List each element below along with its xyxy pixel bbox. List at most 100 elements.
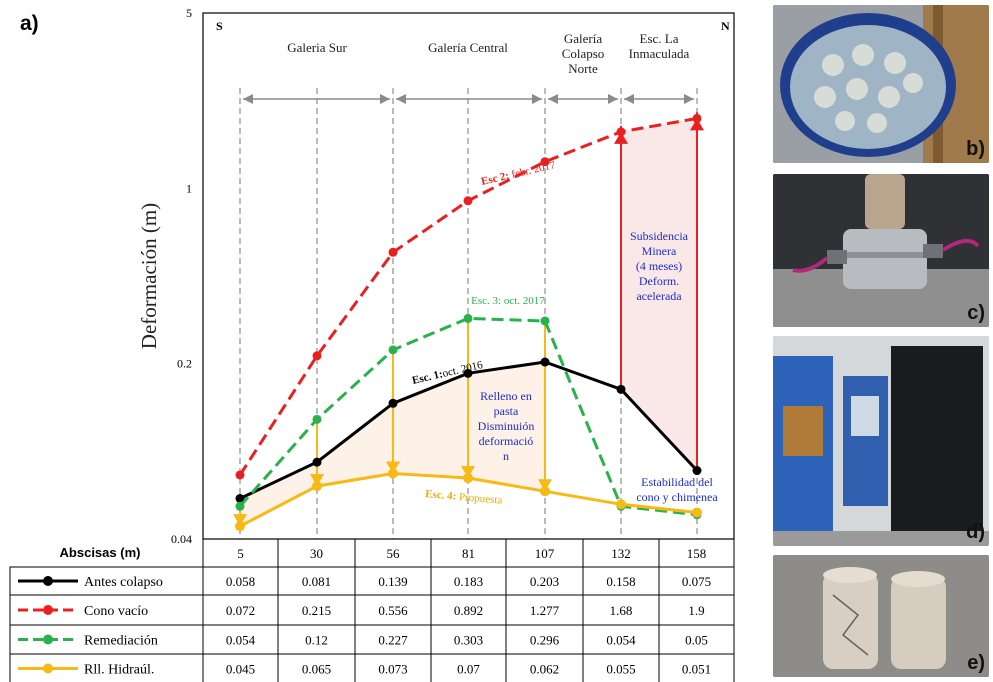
arrowhead-left (243, 94, 253, 104)
legend-label: Cono vacío (84, 604, 148, 619)
series-point (235, 470, 245, 480)
arrowhead-right (380, 94, 390, 104)
x-tick-label: 56 (387, 546, 401, 561)
relleno-arrow-head (310, 474, 324, 487)
y-tick-label: 0.2 (177, 357, 192, 371)
series-point (312, 457, 322, 467)
annotation-estabilidad: cono y chimenea (636, 490, 718, 504)
series-point (540, 157, 550, 167)
relleno-arrow-head (233, 514, 247, 527)
annotation-relleno: Relleno en (480, 389, 532, 403)
testing-machine-photo: d) (773, 336, 989, 546)
series-point (312, 414, 322, 424)
data-value-label: 0.07 (457, 662, 480, 677)
data-value-label: 0.054 (226, 633, 256, 648)
section-label: Galeria Sur (287, 40, 347, 55)
series-point (616, 127, 626, 137)
y-tick-label: 1 (186, 181, 192, 195)
corner-label-n: N (721, 19, 730, 33)
relleno-arrow-head (538, 479, 552, 492)
data-value-label: 1.9 (688, 603, 704, 618)
annotation-relleno: pasta (494, 404, 519, 418)
relleno-arrow-head (461, 466, 475, 479)
data-value-label: 0.081 (302, 574, 331, 589)
series-point (388, 468, 398, 479)
annotation-subsidencia: acelerada (636, 289, 682, 303)
annotation-subsidencia: (4 meses) (636, 259, 682, 273)
section-label: Inmaculada (629, 46, 690, 61)
photo-d-tag: d) (966, 521, 985, 543)
data-value-label: 0.303 (454, 633, 483, 648)
annotation-relleno: Disminuión (478, 419, 535, 433)
section-label: Esc. La (640, 31, 679, 46)
corner-label-s: S (216, 19, 223, 33)
y-tick-label: 5 (186, 6, 192, 20)
x-tick-label: 158 (687, 546, 707, 561)
photo-c-tag: c) (967, 302, 985, 324)
legend-marker (43, 634, 53, 645)
series-point (616, 499, 626, 510)
y-tick-label: 0.04 (171, 532, 192, 546)
data-value-label: 0.296 (530, 633, 560, 648)
relleno-arrow-head (386, 461, 400, 474)
series-point (463, 473, 473, 484)
series-point (312, 481, 322, 492)
data-value-label: 0.051 (682, 662, 711, 677)
series-point (540, 316, 550, 326)
section-label: Galería Central (428, 40, 508, 55)
data-value-label: 0.892 (454, 603, 483, 618)
data-value-label: 0.058 (226, 574, 255, 589)
annotation-estabilidad: Estabilidad del (641, 475, 713, 489)
x-tick-label: 5 (237, 546, 244, 561)
arrowhead-left (624, 94, 634, 104)
section-label: Galería (564, 31, 602, 46)
legend-marker (43, 605, 53, 615)
sample-container-photo: b) (773, 5, 989, 163)
x-tick-label: 132 (611, 546, 631, 561)
panel-label-a: a) (20, 12, 39, 35)
series-point (540, 486, 550, 497)
photo-b-tag: b) (966, 138, 985, 160)
data-value-label: 0.065 (302, 662, 331, 677)
section-label: Norte (568, 61, 598, 76)
rock-cores-photo: e) (773, 555, 989, 677)
table-cell (658, 653, 735, 682)
series-point (463, 196, 473, 206)
subsidencia-arrow-head (614, 131, 628, 144)
annotation-subsidencia: Subsidencia (630, 229, 689, 243)
data-value-label: 0.556 (378, 603, 408, 618)
arrowhead-right (684, 94, 694, 104)
series-point (692, 113, 702, 123)
x-tick-label: 107 (535, 546, 555, 561)
data-value-label: 0.12 (305, 633, 328, 648)
series-point (616, 384, 626, 394)
series-point (463, 313, 473, 323)
data-value-label: 0.05 (685, 633, 708, 648)
x-tick-label: 81 (462, 546, 475, 561)
arrowhead-left (548, 94, 558, 104)
x-tick-label: 30 (310, 546, 323, 561)
arrowhead-right (608, 94, 618, 104)
series-point (388, 247, 398, 257)
series-point (540, 357, 550, 367)
data-value-label: 0.073 (378, 662, 407, 677)
legend-label: Rll. Hidraúl. (84, 663, 154, 678)
annotation-subsidencia: Minera (642, 244, 677, 258)
annotation-relleno: deformació (479, 434, 534, 448)
series-point (463, 368, 473, 378)
data-value-label: 0.062 (530, 662, 559, 677)
series-point (388, 345, 398, 355)
series-point (692, 507, 702, 518)
data-value-label: 1.277 (530, 603, 560, 618)
data-value-label: 0.227 (378, 633, 408, 648)
annotation-esc3: Esc. 3: oct. 2017 (471, 295, 545, 307)
data-value-label: 0.054 (606, 633, 636, 648)
data-value-label: 0.075 (682, 574, 711, 589)
data-value-label: 0.139 (378, 574, 407, 589)
data-value-label: 0.183 (454, 574, 483, 589)
series-point (692, 466, 702, 476)
triaxial-cell-photo: c) (773, 174, 989, 327)
series-point (388, 398, 398, 408)
data-value-label: 0.203 (530, 574, 559, 589)
